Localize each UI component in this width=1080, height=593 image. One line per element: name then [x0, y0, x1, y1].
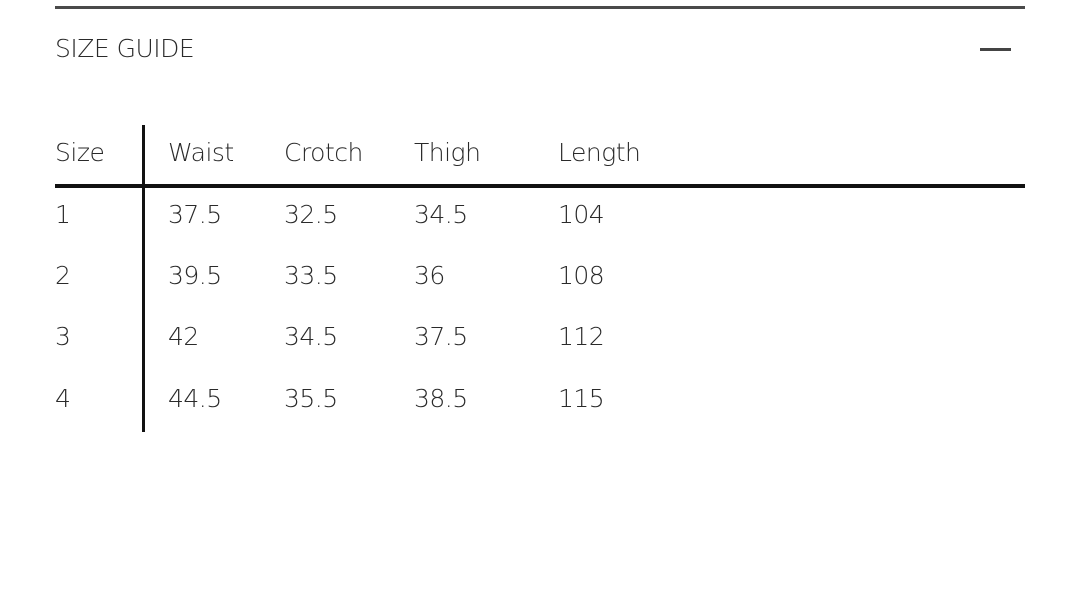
section-title: SIZE GUIDE	[55, 34, 195, 63]
table-cell: 44.5	[168, 384, 222, 413]
column-header: Crotch	[284, 138, 363, 167]
table-cell: 36	[414, 261, 445, 290]
table-cell: 42	[168, 322, 199, 351]
table-cell: 104	[558, 200, 605, 229]
table-cell: 35.5	[284, 384, 338, 413]
column-header: Length	[558, 138, 641, 167]
table-cell: 37.5	[168, 200, 222, 229]
minus-icon	[980, 48, 1011, 51]
table-cell: 34.5	[414, 200, 468, 229]
row-size-label: 4	[55, 384, 71, 413]
table-cell: 34.5	[284, 322, 338, 351]
column-header: Waist	[168, 138, 234, 167]
column-header: Thigh	[414, 138, 481, 167]
table-cell: 39.5	[168, 261, 222, 290]
table-cell: 37.5	[414, 322, 468, 351]
row-size-label: 1	[55, 200, 71, 229]
collapse-button[interactable]	[976, 38, 1016, 62]
table-cell: 108	[558, 261, 605, 290]
row-size-label: 3	[55, 322, 71, 351]
top-divider	[55, 6, 1025, 9]
row-size-label: 2	[55, 261, 71, 290]
column-divider	[142, 125, 145, 432]
table-cell: 32.5	[284, 200, 338, 229]
header-divider	[55, 184, 1025, 188]
column-header: Size	[55, 138, 105, 167]
table-cell: 33.5	[284, 261, 338, 290]
table-cell: 115	[558, 384, 605, 413]
table-cell: 112	[558, 322, 605, 351]
table-cell: 38.5	[414, 384, 468, 413]
